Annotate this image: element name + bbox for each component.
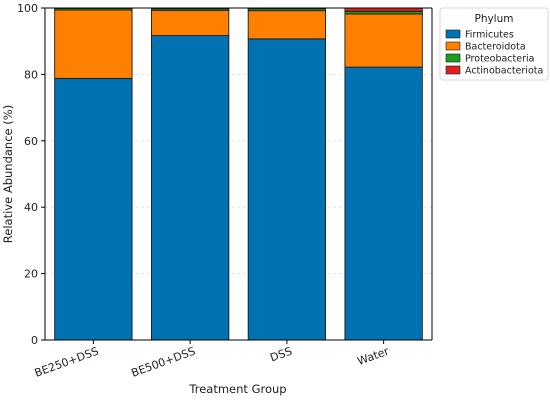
- legend-swatch: [445, 41, 461, 51]
- y-tick-label: 60: [24, 135, 38, 148]
- x-axis-title: Treatment Group: [188, 382, 286, 396]
- y-tick-label: 0: [31, 334, 38, 347]
- axes: [44, 7, 433, 341]
- legend-frame: [439, 7, 549, 81]
- legend: Phylum FirmicutesBacteroidotaProteobacte…: [439, 7, 549, 81]
- legend-label: Bacteroidota: [465, 42, 526, 53]
- x-tick-label: DSS: [268, 345, 294, 365]
- bar-segment: [247, 38, 327, 341]
- legend-swatch: [445, 29, 461, 39]
- y-tick-label: 100: [17, 2, 38, 15]
- bar-segment: [150, 9, 230, 37]
- x-tick-label: BE500+DSS: [130, 345, 198, 380]
- y-tick-label: 40: [24, 201, 38, 214]
- legend-swatch: [445, 65, 461, 75]
- legend-title: Phylum: [474, 13, 513, 25]
- bar-segment: [344, 66, 423, 341]
- legend-label: Actinobacteriota: [465, 66, 543, 77]
- y-tick-label: 20: [24, 268, 38, 281]
- legend-label: Proteobacteria: [465, 54, 534, 65]
- y-tick-label: 80: [24, 68, 38, 81]
- y-axis-title: Relative Abundance (%): [1, 105, 15, 243]
- bar-segment: [247, 10, 327, 40]
- bar-segment: [344, 13, 423, 68]
- bars: [54, 7, 423, 341]
- y-ticks: 0 20 40 60 80 100: [17, 2, 45, 347]
- x-ticks: BE250+DSS BE500+DSS DSS Water: [33, 340, 391, 380]
- x-tick-label: Water: [356, 344, 391, 368]
- bar-segment: [54, 9, 133, 79]
- bar-segment: [150, 35, 230, 341]
- bar-segment: [54, 77, 133, 341]
- x-tick-label: BE250+DSS: [33, 345, 101, 380]
- legend-swatch: [445, 53, 461, 63]
- legend-label: Firmicutes: [465, 30, 514, 41]
